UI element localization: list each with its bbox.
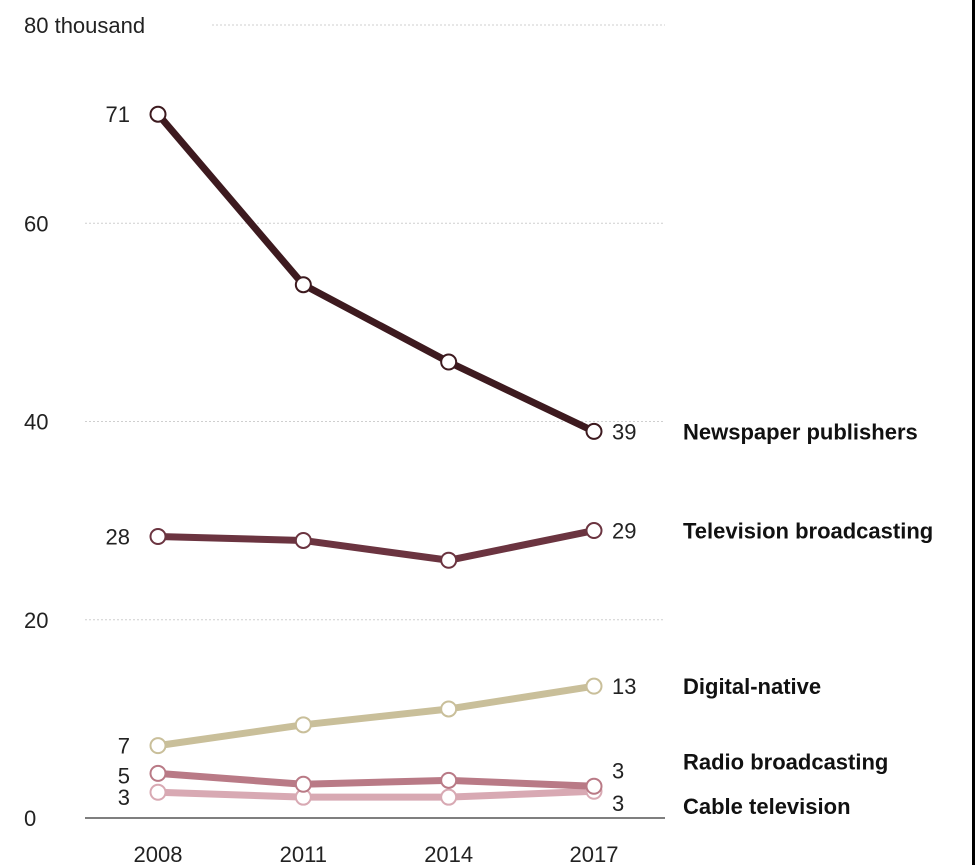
data-point bbox=[294, 775, 312, 793]
data-point bbox=[585, 522, 603, 540]
gridlines bbox=[85, 24, 665, 621]
start-value-label: 3 bbox=[118, 785, 130, 810]
x-tick-label: 2008 bbox=[134, 842, 183, 865]
series-line bbox=[154, 110, 598, 435]
data-point bbox=[440, 788, 458, 806]
series-name-label: Newspaper publishers bbox=[683, 419, 918, 444]
x-tick-label: 2011 bbox=[280, 842, 327, 865]
y-tick-label: 20 bbox=[24, 608, 48, 633]
data-point bbox=[149, 527, 167, 545]
right-border bbox=[972, 0, 975, 865]
data-point bbox=[585, 677, 603, 695]
data-point bbox=[440, 353, 458, 371]
data-point bbox=[585, 777, 603, 795]
data-point bbox=[149, 737, 167, 755]
series-name-label: Television broadcasting bbox=[683, 519, 933, 544]
end-value-label: 39 bbox=[612, 419, 636, 444]
series-name-label: Radio broadcasting bbox=[683, 749, 888, 774]
series-line bbox=[154, 769, 598, 790]
data-point bbox=[149, 105, 167, 123]
data-point bbox=[149, 764, 167, 782]
y-tick-label: 80 thousand bbox=[24, 13, 145, 38]
end-value-label: 29 bbox=[612, 519, 636, 544]
data-point bbox=[440, 551, 458, 569]
labels: 0 20 40 60 80 thousand 2008 2011 2014 2017 71 39 Ne… bbox=[24, 13, 933, 865]
x-tick-label: 2014 bbox=[424, 842, 473, 865]
series-line bbox=[154, 682, 598, 750]
series-line bbox=[154, 787, 598, 801]
x-tick-label: 2017 bbox=[570, 842, 619, 865]
start-value-label: 7 bbox=[118, 734, 130, 759]
y-tick-label: 0 bbox=[24, 806, 36, 831]
end-value-label: 3 bbox=[612, 791, 624, 816]
y-tick-label: 60 bbox=[24, 211, 48, 236]
data-point bbox=[294, 716, 312, 734]
data-point bbox=[294, 531, 312, 549]
data-point bbox=[585, 422, 603, 440]
start-value-label: 28 bbox=[106, 524, 130, 549]
end-value-label: 3 bbox=[612, 758, 624, 783]
series-lines bbox=[149, 105, 603, 806]
series-line bbox=[154, 527, 598, 564]
start-value-label: 5 bbox=[118, 763, 130, 788]
y-tick-label: 40 bbox=[24, 410, 48, 435]
data-point bbox=[149, 783, 167, 801]
end-value-label: 13 bbox=[612, 674, 636, 699]
data-point bbox=[440, 771, 458, 789]
start-value-label: 71 bbox=[106, 102, 130, 127]
data-point bbox=[294, 276, 312, 294]
series-name-label: Cable television bbox=[683, 794, 851, 819]
data-point bbox=[440, 700, 458, 718]
series-name-label: Digital-native bbox=[683, 674, 821, 699]
